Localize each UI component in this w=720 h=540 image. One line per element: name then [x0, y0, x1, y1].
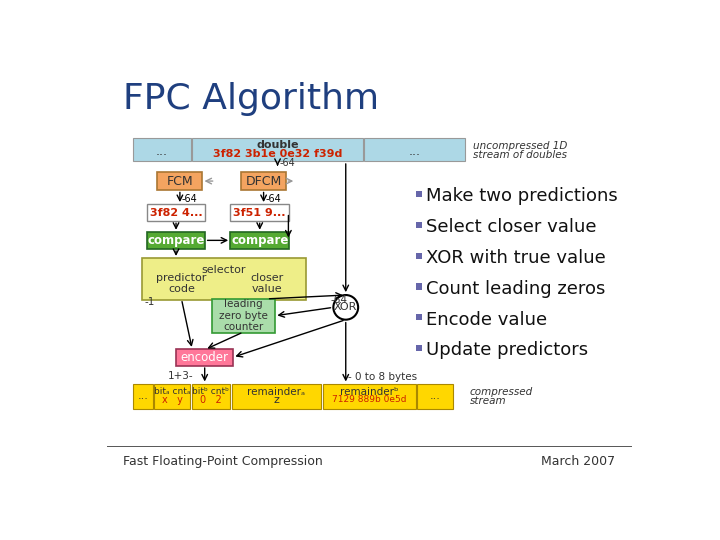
FancyBboxPatch shape	[212, 299, 275, 333]
Text: x   y: x y	[162, 395, 183, 405]
FancyBboxPatch shape	[154, 384, 190, 409]
Text: Update predictors: Update predictors	[426, 341, 588, 360]
FancyBboxPatch shape	[415, 222, 422, 228]
Text: 0   2: 0 2	[200, 395, 222, 405]
Text: predictor
code: predictor code	[156, 273, 207, 294]
Text: 3f51 9...: 3f51 9...	[233, 208, 286, 218]
FancyBboxPatch shape	[364, 138, 465, 161]
Text: Select closer value: Select closer value	[426, 218, 597, 237]
Text: closer
value: closer value	[250, 273, 284, 294]
FancyBboxPatch shape	[147, 204, 205, 221]
Text: 3f82 3b1e 0e32 f39d: 3f82 3b1e 0e32 f39d	[213, 148, 342, 159]
Text: stream: stream	[469, 396, 506, 406]
Text: bitᵇ cntᵇ: bitᵇ cntᵇ	[192, 387, 230, 396]
Text: -1: -1	[144, 297, 155, 307]
Text: uncompressed 1D: uncompressed 1D	[473, 141, 567, 151]
FancyBboxPatch shape	[415, 314, 422, 320]
Text: Encode value: Encode value	[426, 310, 547, 329]
FancyBboxPatch shape	[132, 138, 191, 161]
FancyBboxPatch shape	[147, 232, 205, 249]
Text: z: z	[273, 395, 279, 405]
FancyBboxPatch shape	[415, 253, 422, 259]
Text: -64: -64	[330, 295, 347, 305]
Text: bitₐ cntₐ: bitₐ cntₐ	[154, 387, 190, 396]
Text: ...: ...	[409, 145, 420, 158]
Text: remainderᵇ: remainderᵇ	[340, 387, 398, 397]
Text: ...: ...	[429, 390, 441, 401]
FancyBboxPatch shape	[192, 384, 230, 409]
Text: 3f82 4...: 3f82 4...	[150, 208, 202, 218]
Text: compare: compare	[148, 234, 204, 247]
Circle shape	[333, 295, 358, 320]
Text: compressed: compressed	[469, 387, 533, 397]
FancyBboxPatch shape	[241, 172, 286, 190]
Text: ...: ...	[156, 145, 167, 158]
Text: XOR: XOR	[334, 302, 357, 312]
Text: remainderₐ: remainderₐ	[247, 387, 305, 397]
FancyBboxPatch shape	[417, 384, 453, 409]
FancyBboxPatch shape	[132, 384, 153, 409]
Text: -64: -64	[279, 158, 295, 167]
FancyBboxPatch shape	[176, 349, 233, 366]
Text: - 0 to 8 bytes: - 0 to 8 bytes	[348, 373, 417, 382]
Text: selector: selector	[202, 265, 246, 275]
FancyBboxPatch shape	[230, 232, 289, 249]
FancyBboxPatch shape	[415, 345, 422, 351]
Text: encoder: encoder	[181, 351, 229, 364]
Text: Make two predictions: Make two predictions	[426, 187, 618, 206]
FancyBboxPatch shape	[230, 204, 289, 221]
FancyBboxPatch shape	[142, 258, 306, 300]
Text: Fast Floating-Point Compression: Fast Floating-Point Compression	[122, 455, 323, 468]
Text: DFCM: DFCM	[246, 174, 282, 187]
Text: stream of doubles: stream of doubles	[473, 150, 567, 159]
Text: March 2007: March 2007	[541, 455, 616, 468]
FancyBboxPatch shape	[192, 138, 363, 161]
Text: XOR with true value: XOR with true value	[426, 249, 606, 267]
Text: -64: -64	[265, 194, 281, 204]
Text: leading
zero byte
counter: leading zero byte counter	[219, 299, 268, 333]
Text: 7129 889b 0e5d: 7129 889b 0e5d	[332, 395, 406, 404]
FancyBboxPatch shape	[415, 284, 422, 289]
Text: ...: ...	[138, 390, 148, 401]
Text: double: double	[256, 140, 299, 150]
Text: -64: -64	[181, 194, 197, 204]
Text: 1+3-: 1+3-	[168, 371, 193, 381]
Text: FPC Algorithm: FPC Algorithm	[122, 83, 379, 117]
Text: FCM: FCM	[166, 174, 193, 187]
Text: compare: compare	[231, 234, 289, 247]
FancyBboxPatch shape	[232, 384, 321, 409]
Text: Count leading zeros: Count leading zeros	[426, 280, 606, 298]
FancyBboxPatch shape	[158, 172, 202, 190]
FancyBboxPatch shape	[415, 191, 422, 197]
FancyBboxPatch shape	[323, 384, 415, 409]
